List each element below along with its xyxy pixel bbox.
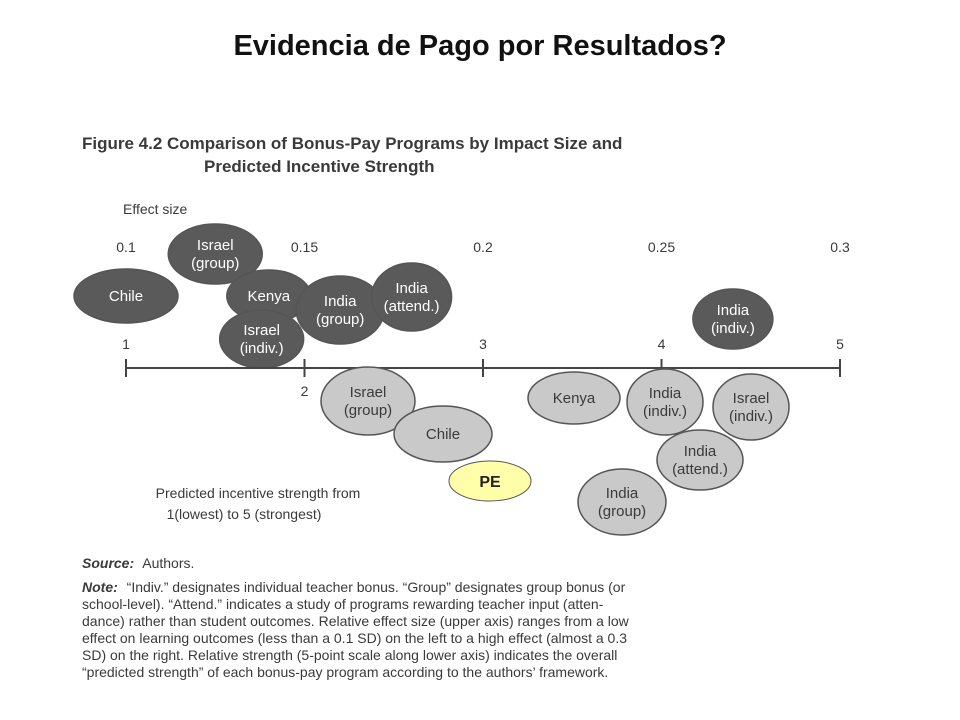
strength-axis (125, 359, 841, 377)
note-line-1: Note: “Indiv.” designates individual tea… (82, 579, 626, 595)
strength-bubble-israel-indiv-label: (indiv.) (729, 408, 773, 425)
note-line-2: school-level). “Attend.” indicates a stu… (82, 596, 604, 612)
source-label: Source: (82, 555, 134, 571)
upper-tick-label: 0.2 (473, 239, 493, 255)
strength-bubble-israel-indiv-shape (712, 373, 790, 441)
effect-bubble-israel-group-shape (167, 223, 263, 285)
effect-bubble-india-group: India(group) (295, 275, 385, 345)
upper-tick-label: 0.1 (116, 239, 136, 255)
effect-bubble-india-attend-label: India (395, 280, 428, 297)
strength-bubble-chile-shape (393, 405, 493, 463)
strength-bubble-india-group-label: (group) (598, 503, 646, 520)
strength-tick-label: 5 (836, 336, 844, 352)
strength-bubble-india-attend-label: (attend.) (672, 461, 728, 478)
effect-bubble-kenya-label: Kenya (248, 288, 291, 305)
figure-title-line-1: Figure 4.2 Comparison of Bonus-Pay Progr… (82, 134, 622, 153)
pe-highlight-label: PE (479, 474, 501, 491)
effect-bubble-india-attend-label: (attend.) (384, 298, 440, 315)
strength-bubble-kenya-label: Kenya (553, 390, 596, 407)
source-line: Source: Authors. (82, 555, 194, 571)
effect-bubble-india-indiv-label: (indiv.) (711, 320, 755, 337)
strength-bubble-chile-label: Chile (426, 426, 460, 443)
note-text-1: “Indiv.” designates individual teacher b… (127, 579, 626, 595)
strength-bubble-israel-group-shape (320, 366, 416, 436)
effect-bubble-chile: Chile (73, 268, 179, 324)
strength-bubble-india-indiv-label: India (649, 385, 682, 402)
effect-bubble-chile-label: Chile (109, 288, 143, 305)
note-line-4: effect on learning outcomes (less than a… (82, 630, 627, 646)
note-line-6: “predicted strength” of each bonus-pay p… (82, 664, 608, 680)
strength-bubble-israel-indiv: Israel(indiv.) (712, 373, 790, 441)
strength-bubble-israel-group-label: Israel (350, 384, 387, 401)
upper-tick-label: 0.15 (291, 239, 318, 255)
effect-bubble-india-group-shape (295, 275, 385, 345)
strength-bubble-india-group-label: India (606, 485, 639, 502)
strength-tick-label: 2 (301, 383, 309, 399)
strength-bubble-israel-group-label: (group) (344, 402, 392, 419)
note-line-5: SD) on the right. Relative strength (5-p… (82, 647, 617, 663)
strength-bubble-india-attend: India(attend.) (656, 429, 744, 491)
strength-axis-ticks: 1 2 3 4 5 (122, 336, 844, 399)
strength-tick-label: 4 (658, 336, 666, 352)
strength-bubble-india-group-shape (577, 468, 667, 536)
slide-title: Evidencia de Pago por Resultados? (233, 30, 727, 62)
figure-title-line-2: Predicted Incentive Strength (204, 157, 435, 176)
strength-bubble-kenya: Kenya (527, 371, 621, 425)
effect-bubble-israel-indiv-label: (indiv.) (240, 340, 284, 357)
effect-bubble-israel-indiv-label: Israel (243, 322, 280, 339)
note-label: Note: (82, 579, 118, 595)
strength-bubble-india-attend-shape (656, 429, 744, 491)
effect-bubble-israel-group-label: (group) (191, 255, 239, 272)
effect-bubble-israel-group: Israel(group) (167, 223, 263, 285)
strength-tick-label: 1 (122, 336, 130, 352)
strength-bubble-india-attend-label: India (684, 443, 717, 460)
effect-bubble-israel-indiv: Israel(indiv.) (218, 309, 305, 369)
effect-bubble-india-indiv-label: India (717, 302, 750, 319)
effect-bubble-israel-indiv-shape (218, 309, 305, 369)
effect-size-bubbles: ChileIsrael(group)KenyaIsrael(indiv.)Ind… (73, 223, 774, 369)
strength-bubble-kenya-shape (527, 371, 621, 425)
effect-bubble-india-attend: India(attend.) (370, 262, 453, 332)
strength-bubble-india-indiv: India(indiv.) (626, 368, 704, 436)
strength-bubble-india-group: India(group) (577, 468, 667, 536)
source-text: Authors. (142, 555, 194, 571)
upper-tick-label: 0.25 (648, 239, 675, 255)
effect-bubble-india-indiv-shape (692, 288, 774, 350)
strength-bubble-israel-group: Israel(group) (320, 366, 416, 436)
lower-axis-label-line-2: 1(lowest) to 5 (strongest) (167, 506, 322, 522)
effect-bubble-india-attend-shape (370, 262, 453, 332)
effect-bubble-chile-shape (73, 268, 179, 324)
upper-axis-ticks: 0.1 0.15 0.2 0.25 0.3 (116, 239, 850, 255)
effect-bubble-israel-group-label: Israel (197, 237, 234, 254)
effect-bubble-india-group-label: India (324, 293, 357, 310)
strength-bubble-india-indiv-label: (indiv.) (643, 403, 687, 420)
effect-bubble-india-group-label: (group) (316, 311, 364, 328)
pe-highlight-shape (448, 460, 532, 502)
strength-bubble-israel-indiv-label: Israel (733, 390, 770, 407)
note-line-3: dance) rather than student outcomes. Rel… (82, 613, 630, 629)
upper-tick-label: 0.3 (830, 239, 850, 255)
effect-bubble-india-indiv: India(indiv.) (692, 288, 774, 350)
strength-bubble-india-indiv-shape (626, 368, 704, 436)
pe-highlight-bubble: PE (448, 460, 532, 502)
strength-tick-label: 3 (479, 336, 487, 352)
strength-bubble-chile: Chile (393, 405, 493, 463)
lower-axis-label-line-1: Predicted incentive strength from (156, 485, 361, 501)
upper-axis-label: Effect size (123, 201, 188, 217)
